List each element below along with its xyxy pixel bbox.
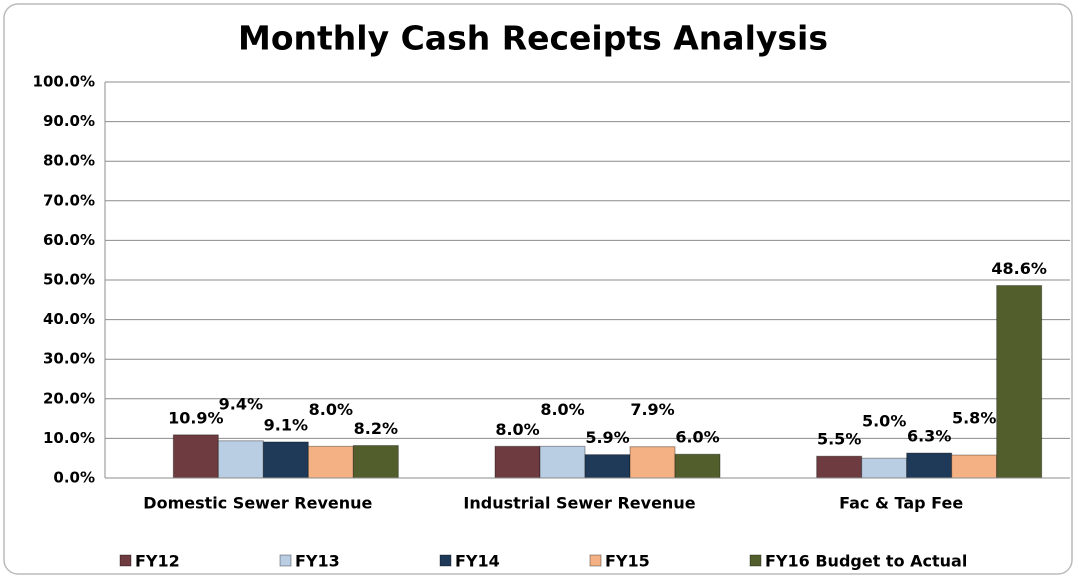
legend-swatch: [749, 554, 762, 567]
y-tick-label: 70.0%: [43, 191, 95, 209]
bar: [262, 441, 309, 479]
data-label: 5.8%: [952, 409, 996, 428]
legend-swatch: [279, 554, 292, 567]
y-tick-label: 100.0%: [33, 73, 95, 91]
bar: [996, 285, 1043, 479]
x-tick-label: Industrial Sewer Revenue: [463, 494, 695, 513]
legend-swatch: [589, 554, 602, 567]
bar: [172, 434, 219, 479]
data-label: 7.9%: [630, 400, 674, 419]
y-tick-label: 20.0%: [43, 389, 95, 407]
bar: [816, 455, 863, 479]
bar: [217, 440, 264, 479]
bar: [629, 446, 676, 479]
bar: [352, 445, 399, 479]
x-tick-label: Fac & Tap Fee: [839, 494, 963, 513]
chart-title: Monthly Cash Receipts Analysis: [238, 19, 828, 58]
data-label: 8.0%: [309, 400, 353, 419]
bar: [494, 445, 541, 479]
legend-label: FY13: [295, 552, 340, 571]
bar: [539, 445, 586, 479]
data-label: 9.1%: [264, 415, 308, 434]
y-tick-label: 60.0%: [43, 231, 95, 249]
y-tick-label: 50.0%: [43, 271, 95, 289]
legend-label: FY12: [135, 552, 180, 571]
bar: [906, 452, 953, 479]
y-tick-label: 80.0%: [43, 152, 95, 170]
legend-label: FY16 Budget to Actual: [765, 552, 967, 571]
legend-label: FY14: [455, 552, 500, 571]
data-label: 5.5%: [817, 430, 861, 449]
data-label: 8.0%: [540, 400, 584, 419]
data-label: 48.6%: [991, 259, 1047, 278]
data-label: 5.9%: [585, 428, 629, 447]
legend-swatch: [119, 554, 132, 567]
data-label: 8.0%: [495, 420, 539, 439]
y-tick-label: 0.0%: [53, 469, 95, 487]
y-tick-label: 30.0%: [43, 350, 95, 368]
y-tick-label: 10.0%: [43, 429, 95, 447]
legend-label: FY15: [605, 552, 650, 571]
data-label: 6.3%: [907, 427, 951, 446]
bar: [307, 445, 354, 479]
y-tick-label: 40.0%: [43, 310, 95, 328]
bar: [674, 453, 721, 479]
data-label: 8.2%: [354, 419, 398, 438]
data-label: 5.0%: [862, 412, 906, 431]
bar: [861, 457, 908, 479]
data-label: 6.0%: [675, 428, 719, 447]
legend-swatch: [439, 554, 452, 567]
chart-frame: [3, 3, 1073, 575]
bar: [584, 454, 631, 479]
y-tick-label: 90.0%: [43, 112, 95, 130]
data-label: 9.4%: [219, 394, 263, 413]
bar: [951, 454, 998, 479]
x-tick-label: Domestic Sewer Revenue: [143, 494, 372, 513]
data-label: 10.9%: [168, 408, 224, 427]
